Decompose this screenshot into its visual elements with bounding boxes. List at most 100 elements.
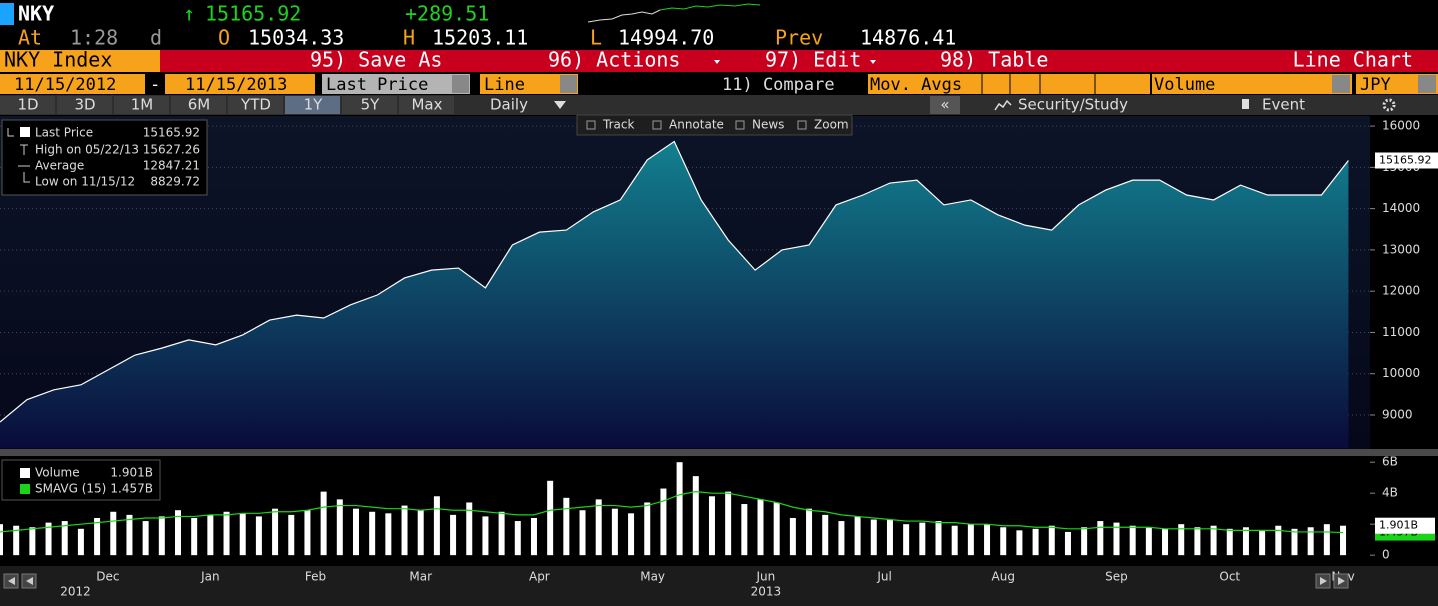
volume-bar <box>1194 527 1201 556</box>
period-label[interactable]: 1D <box>17 96 38 114</box>
start-field[interactable] <box>0 74 145 94</box>
tool[interactable]: Track <box>602 118 634 132</box>
start-date[interactable]: 11/15/2012 <box>14 75 116 95</box>
volume-bar <box>854 516 861 556</box>
volume-bar <box>692 476 699 556</box>
volume-bar <box>951 525 958 556</box>
x-tick-label: Mar <box>409 570 432 584</box>
style-select[interactable] <box>480 74 578 94</box>
period-label[interactable]: 6M <box>188 96 211 114</box>
mov-avgs-field[interactable] <box>868 74 1150 94</box>
y-tick-label: 6B <box>1382 455 1398 469</box>
period-label[interactable]: 1M <box>131 96 154 114</box>
collapse-button[interactable] <box>930 96 960 114</box>
volume-bar <box>838 521 845 556</box>
period-tab[interactable] <box>171 96 226 114</box>
tool-icon <box>797 120 807 130</box>
volume-bar <box>320 491 327 556</box>
volume-bar <box>1226 528 1233 556</box>
mov-avgs[interactable]: Mov. Avgs <box>870 75 962 95</box>
volume-study[interactable]: Volume <box>1154 75 1215 95</box>
y-tick-label: 4B <box>1382 486 1398 500</box>
tool[interactable]: Annotate <box>669 118 724 132</box>
period-tab[interactable] <box>342 96 397 114</box>
currency[interactable]: JPY <box>1360 75 1391 95</box>
period-label[interactable]: YTD <box>240 96 271 114</box>
volume-bar <box>789 517 796 556</box>
legend-icons <box>7 128 30 183</box>
period-tab[interactable] <box>399 96 454 114</box>
year-label: 2012 <box>60 585 91 599</box>
volume-bar <box>369 511 376 556</box>
period-label[interactable]: 5Y <box>361 96 381 114</box>
prev: 14876.41 <box>860 26 956 50</box>
menu-item[interactable]: 97) Edit <box>765 48 861 72</box>
dropdown[interactable] <box>1332 75 1350 93</box>
last-value-tag <box>1375 517 1435 534</box>
year-label: 2013 <box>751 585 782 599</box>
legend-value: 1.901B <box>110 466 153 480</box>
volume-bar <box>1081 527 1088 556</box>
low: 14994.70 <box>618 26 714 50</box>
legend-label: Last Price <box>35 126 93 140</box>
volume-select[interactable] <box>1152 74 1352 94</box>
end-date[interactable]: 11/15/2013 <box>185 75 287 95</box>
menu-item[interactable]: 96) Actions <box>548 48 680 72</box>
end-field[interactable] <box>165 74 315 94</box>
dropdown[interactable] <box>560 75 577 93</box>
volume-bar <box>482 516 489 556</box>
frequency[interactable]: Daily <box>490 96 528 114</box>
volume-bar <box>984 524 991 556</box>
tool-icon <box>652 120 662 130</box>
settings-gear[interactable] <box>1382 98 1396 112</box>
style[interactable]: Line <box>484 75 525 95</box>
tool[interactable]: Zoom <box>814 118 849 132</box>
menu-item[interactable]: 95) Save As <box>310 48 442 72</box>
field[interactable]: Last Price <box>326 75 428 95</box>
menu-item[interactable]: 98) Table <box>940 48 1048 72</box>
high: 15203.11 <box>432 26 528 50</box>
period-tab[interactable] <box>114 96 169 114</box>
ticker: NKY <box>18 2 54 26</box>
collapse[interactable]: « <box>940 96 949 114</box>
compare[interactable]: 11) Compare <box>722 75 835 95</box>
low-label: L <box>590 26 602 50</box>
volume-bar <box>239 513 246 556</box>
time-axis <box>0 566 1438 606</box>
volume-bar <box>1113 522 1120 556</box>
price-area <box>0 141 1349 449</box>
period-label[interactable]: 1Y <box>304 96 324 114</box>
y-tick-label: 16000 <box>1382 119 1420 133</box>
event[interactable]: Event <box>1262 96 1305 114</box>
x-tick-label: Jan <box>200 570 220 584</box>
field-select[interactable] <box>322 74 470 94</box>
period-tab[interactable] <box>228 96 283 114</box>
volume-bar <box>433 496 440 556</box>
dropdown[interactable] <box>1418 75 1436 93</box>
period-tab[interactable] <box>57 96 112 114</box>
volume-bar <box>94 517 101 556</box>
x-tick-label: Sep <box>1105 570 1128 584</box>
x-tick-label: Feb <box>305 570 326 584</box>
volume-bar <box>1178 524 1185 556</box>
frequency-arrow <box>554 101 566 109</box>
scroll-buttons[interactable] <box>3 573 1349 589</box>
volume-bar <box>1016 530 1023 556</box>
period-label[interactable]: Max <box>411 96 442 114</box>
dropdown[interactable] <box>452 75 469 93</box>
period-label[interactable]: 3D <box>74 96 95 114</box>
security[interactable]: NKY Index <box>4 48 112 72</box>
net-change: +289.51 <box>405 2 489 26</box>
security-study[interactable]: Security/Study <box>1018 96 1128 114</box>
period-tab[interactable] <box>0 96 55 114</box>
x-tick-label: Apr <box>529 570 550 584</box>
volume-bar <box>13 525 20 556</box>
volume-bar <box>142 521 149 556</box>
y-tick-label: 10000 <box>1382 366 1420 380</box>
volume-legend-items: Volume 1.901B SMAVG (15) 1.457B <box>20 466 153 496</box>
currency-select[interactable] <box>1356 74 1438 94</box>
security-field[interactable] <box>0 50 160 72</box>
tool[interactable]: News <box>752 118 784 132</box>
period-tab[interactable] <box>285 96 340 114</box>
